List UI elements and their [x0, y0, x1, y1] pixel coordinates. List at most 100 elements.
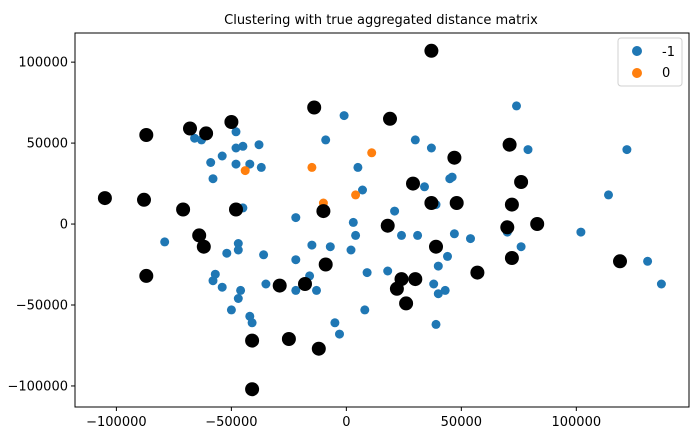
scatter-point-series-0 — [206, 158, 216, 167]
y-tick-label: 100000 — [18, 56, 68, 71]
scatter-point-series-2 — [470, 265, 485, 280]
scatter-point-series-2 — [229, 202, 243, 217]
scatter-point-series-2 — [530, 217, 545, 231]
scatter-point-series-0 — [447, 172, 457, 182]
legend-marker-series-0 — [632, 46, 642, 56]
x-tick-label: −50000 — [205, 415, 257, 430]
scatter-point-series-0 — [576, 227, 586, 237]
scatter-point-series-2 — [316, 204, 331, 219]
scatter-point-series-0 — [656, 279, 666, 289]
scatter-point-series-0 — [210, 269, 220, 279]
scatter-point-series-2 — [311, 341, 326, 356]
scatter-point-series-0 — [222, 248, 232, 258]
scatter-point-series-0 — [383, 266, 393, 276]
scatter-point-series-2 — [281, 332, 296, 346]
scatter-point-series-0 — [512, 101, 521, 111]
scatter-point-series-0 — [236, 285, 246, 295]
scatter-point-series-0 — [622, 145, 632, 155]
x-tick-label: 0 — [342, 415, 350, 430]
scatter-point-series-0 — [443, 251, 452, 261]
legend-label-series-0: -1 — [662, 45, 675, 60]
y-tick-label: 0 — [60, 218, 68, 233]
scatter-point-series-0 — [433, 261, 443, 271]
scatter-point-series-2 — [137, 192, 151, 207]
scatter-point-series-0 — [325, 242, 335, 252]
scatter-point-series-2 — [406, 176, 420, 191]
scatter-point-series-2 — [97, 191, 112, 206]
scatter-point-series-1 — [240, 166, 250, 176]
scatter-point-series-2 — [504, 251, 519, 265]
chart-title: Clustering with true aggregated distance… — [224, 13, 538, 28]
scatter-point-series-0 — [312, 285, 321, 295]
scatter-point-series-2 — [139, 268, 154, 283]
scatter-point-series-2 — [500, 220, 515, 235]
scatter-point-series-0 — [291, 255, 301, 265]
x-tick-label: 100000 — [551, 415, 601, 430]
scatter-point-series-0 — [261, 279, 271, 289]
scatter-point-series-0 — [348, 217, 358, 227]
scatter-point-series-0 — [321, 135, 331, 145]
scatter-point-series-2 — [447, 150, 462, 165]
y-tick-label: −50000 — [16, 299, 68, 314]
scatter-point-series-0 — [413, 230, 423, 240]
scatter-point-series-0 — [431, 319, 441, 329]
scatter-point-series-0 — [226, 305, 236, 315]
scatter-point-series-0 — [429, 279, 439, 289]
scatter-point-series-2 — [245, 382, 260, 397]
scatter-point-series-0 — [426, 143, 436, 153]
scatter-point-series-2 — [449, 196, 464, 210]
scatter-point-series-0 — [440, 285, 450, 295]
scatter-point-series-0 — [233, 239, 243, 248]
scatter-point-series-0 — [410, 135, 420, 145]
scatter-point-series-0 — [217, 282, 227, 292]
scatter-point-series-2 — [424, 196, 439, 210]
legend-marker-series-1 — [632, 68, 642, 78]
scatter-point-series-2 — [504, 197, 519, 212]
scatter-point-series-0 — [433, 289, 443, 299]
scatter-point-series-0 — [160, 237, 170, 247]
scatter-point-series-0 — [291, 213, 301, 223]
y-tick-label: −100000 — [7, 379, 68, 394]
scatter-point-series-0 — [245, 159, 255, 169]
scatter-point-series-2 — [424, 43, 439, 58]
scatter-point-series-0 — [208, 174, 218, 184]
scatter-point-series-2 — [245, 333, 260, 348]
scatter-point-series-0 — [358, 185, 367, 195]
scatter-point-series-2 — [199, 126, 214, 141]
scatter-point-series-0 — [604, 190, 613, 200]
scatter-point-series-0 — [231, 159, 241, 169]
scatter-point-series-2 — [380, 218, 395, 233]
scatter-point-series-0 — [233, 245, 243, 255]
scatter-point-series-0 — [256, 162, 266, 172]
scatter-point-series-2 — [514, 175, 529, 189]
scatter-point-series-0 — [390, 206, 400, 216]
scatter-point-series-0 — [247, 318, 257, 328]
scatter-point-series-0 — [307, 240, 317, 250]
scatter-point-series-2 — [613, 254, 627, 269]
axis-ticks: −100000 −50000 0 50000 100000 −100000 −50000 0 5… — [7, 56, 601, 430]
scatter-point-series-2 — [224, 115, 239, 129]
scatter-point-series-0 — [335, 329, 344, 339]
scatter-point-series-2 — [394, 272, 409, 287]
scatter-point-series-0 — [397, 230, 406, 240]
scatter-point-series-0 — [420, 182, 429, 192]
scatter-point-series-2 — [196, 239, 211, 254]
scatter-point-series-0 — [190, 133, 200, 143]
scatter-point-series-2 — [399, 296, 414, 311]
scatter-point-series-0 — [231, 127, 241, 137]
scatter-point-series-2 — [192, 228, 207, 243]
scatter-point-series-2 — [383, 111, 397, 126]
plot-area-frame — [74, 32, 690, 408]
scatter-point-series-2 — [139, 128, 154, 142]
scatter-point-series-0 — [254, 140, 264, 150]
scatter-point-series-0 — [339, 111, 349, 121]
data-points — [97, 43, 666, 397]
scatter-point-series-2 — [408, 272, 423, 287]
scatter-point-series-0 — [523, 145, 533, 155]
scatter-point-series-2 — [318, 257, 333, 272]
scatter-point-series-0 — [516, 242, 526, 252]
scatter-point-series-2 — [429, 239, 443, 254]
scatter-point-series-2 — [298, 277, 312, 291]
legend: -1 0 — [617, 37, 683, 87]
